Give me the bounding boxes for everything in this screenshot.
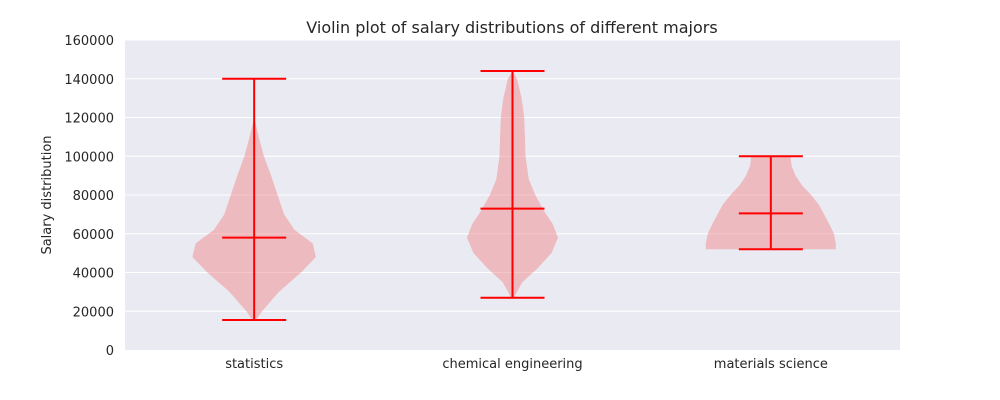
x-tick-label: statistics [225,357,283,372]
y-tick-label: 140000 [64,73,114,88]
y-tick-label: 60000 [73,228,114,243]
y-tick-label: 0 [106,344,114,359]
y-axis-label: Salary distribution [40,135,55,254]
y-tick-label: 120000 [64,112,114,127]
x-tick-labels: statistics chemical engineering materials … [225,357,828,372]
y-tick-label: 100000 [64,150,114,165]
y-tick-label: 20000 [73,305,114,320]
chart-title: Violin plot of salary distributions of d… [306,18,717,37]
violins [192,70,836,321]
x-tick-label: materials science [714,357,828,372]
y-tick-labels: 0 20000 40000 60000 80000 100000 120000 140000 1… [64,34,114,359]
y-tick-label: 80000 [73,189,114,204]
x-tick-label: chemical engineering [442,357,582,372]
y-tick-label: 40000 [73,267,114,282]
y-tick-label: 160000 [64,34,114,49]
